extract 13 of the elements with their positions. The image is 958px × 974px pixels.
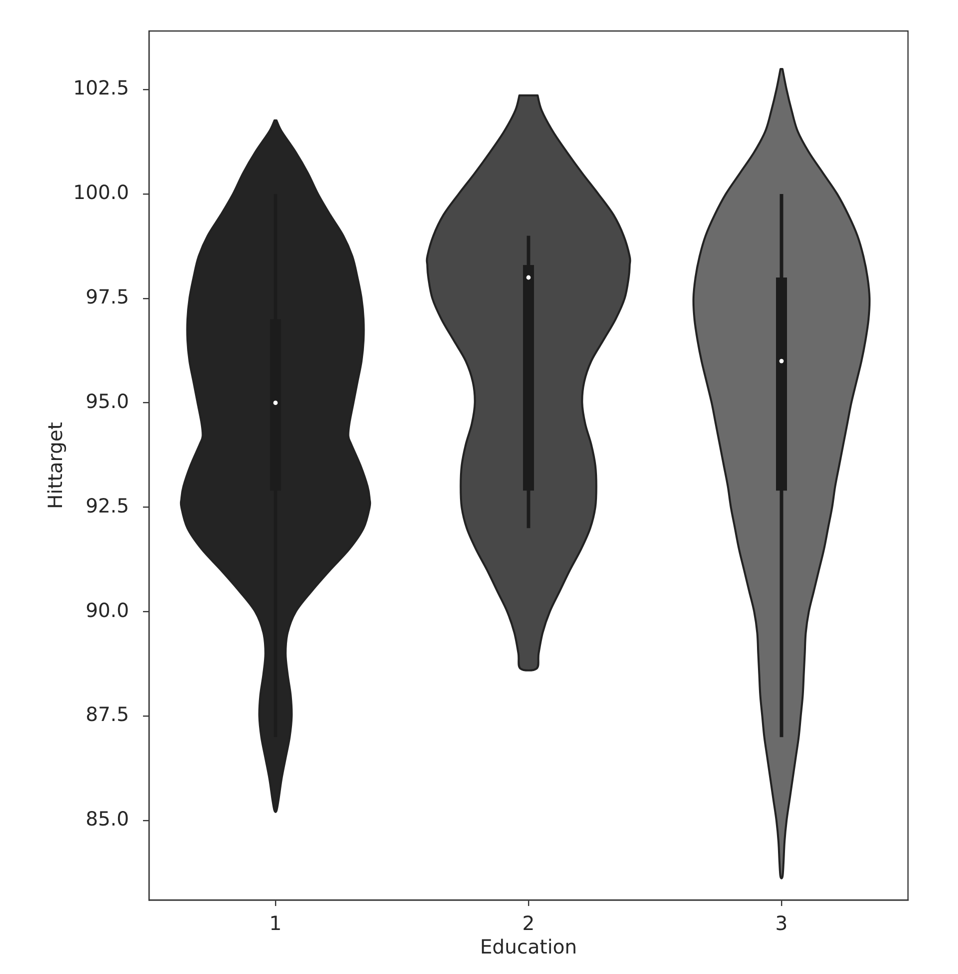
- y-tick-label: 95.0: [86, 390, 129, 413]
- y-tick-label: 90.0: [86, 598, 129, 622]
- x-axis-title: Education: [480, 935, 578, 958]
- y-axis-title: Hittarget: [44, 422, 67, 510]
- x-tick-label: 1: [269, 912, 282, 935]
- y-tick-label: 102.5: [73, 76, 129, 100]
- x-tick-label: 2: [522, 912, 535, 935]
- x-tick-label: 3: [775, 912, 788, 935]
- y-tick-label: 92.5: [86, 494, 129, 518]
- y-tick-label: 97.5: [86, 285, 129, 308]
- y-tick-label: 87.5: [86, 703, 129, 726]
- y-tick-label: 85.0: [86, 808, 129, 831]
- y-tick-label: 100.0: [73, 181, 129, 204]
